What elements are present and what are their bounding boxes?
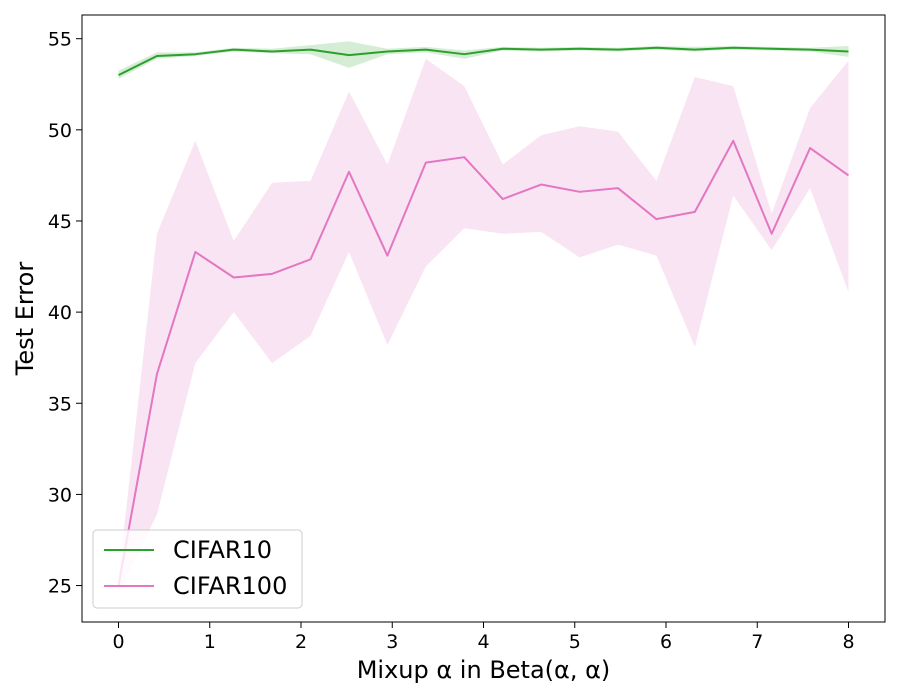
- cifar100-band: [118, 58, 849, 593]
- y-tick-label: 40: [48, 302, 72, 324]
- legend: CIFAR10 CIFAR100: [92, 529, 303, 609]
- y-tick-label: 55: [48, 29, 72, 51]
- x-tick-label: 5: [569, 631, 581, 653]
- x-tick-label: 4: [477, 631, 489, 653]
- cifar10-legend-label: CIFAR10: [173, 536, 272, 564]
- x-axis-ticks: 0 1 2 3 4 5 6 7 8: [112, 622, 855, 653]
- cifar100-legend-label: CIFAR100: [173, 572, 287, 600]
- y-axis-ticks: 25 30 35 40 45 50 55: [48, 29, 82, 598]
- x-tick-label: 6: [660, 631, 672, 653]
- confidence-bands: [118, 41, 849, 593]
- y-tick-label: 25: [48, 576, 72, 598]
- y-tick-label: 45: [48, 211, 72, 233]
- x-tick-label: 8: [842, 631, 854, 653]
- x-tick-label: 2: [295, 631, 307, 653]
- y-tick-label: 35: [48, 393, 72, 415]
- x-tick-label: 7: [751, 631, 763, 653]
- x-tick-label: 1: [204, 631, 216, 653]
- cifar10-line: [118, 46, 849, 77]
- x-axis-label: Mixup α in Beta(α, α): [357, 656, 611, 684]
- x-tick-label: 3: [386, 631, 398, 653]
- cifar100-line: [117, 139, 850, 586]
- y-tick-label: 50: [48, 120, 72, 142]
- y-tick-label: 30: [48, 484, 72, 506]
- x-tick-label: 0: [112, 631, 124, 653]
- series-lines: [117, 46, 850, 586]
- y-axis-label: Test Error: [11, 262, 39, 377]
